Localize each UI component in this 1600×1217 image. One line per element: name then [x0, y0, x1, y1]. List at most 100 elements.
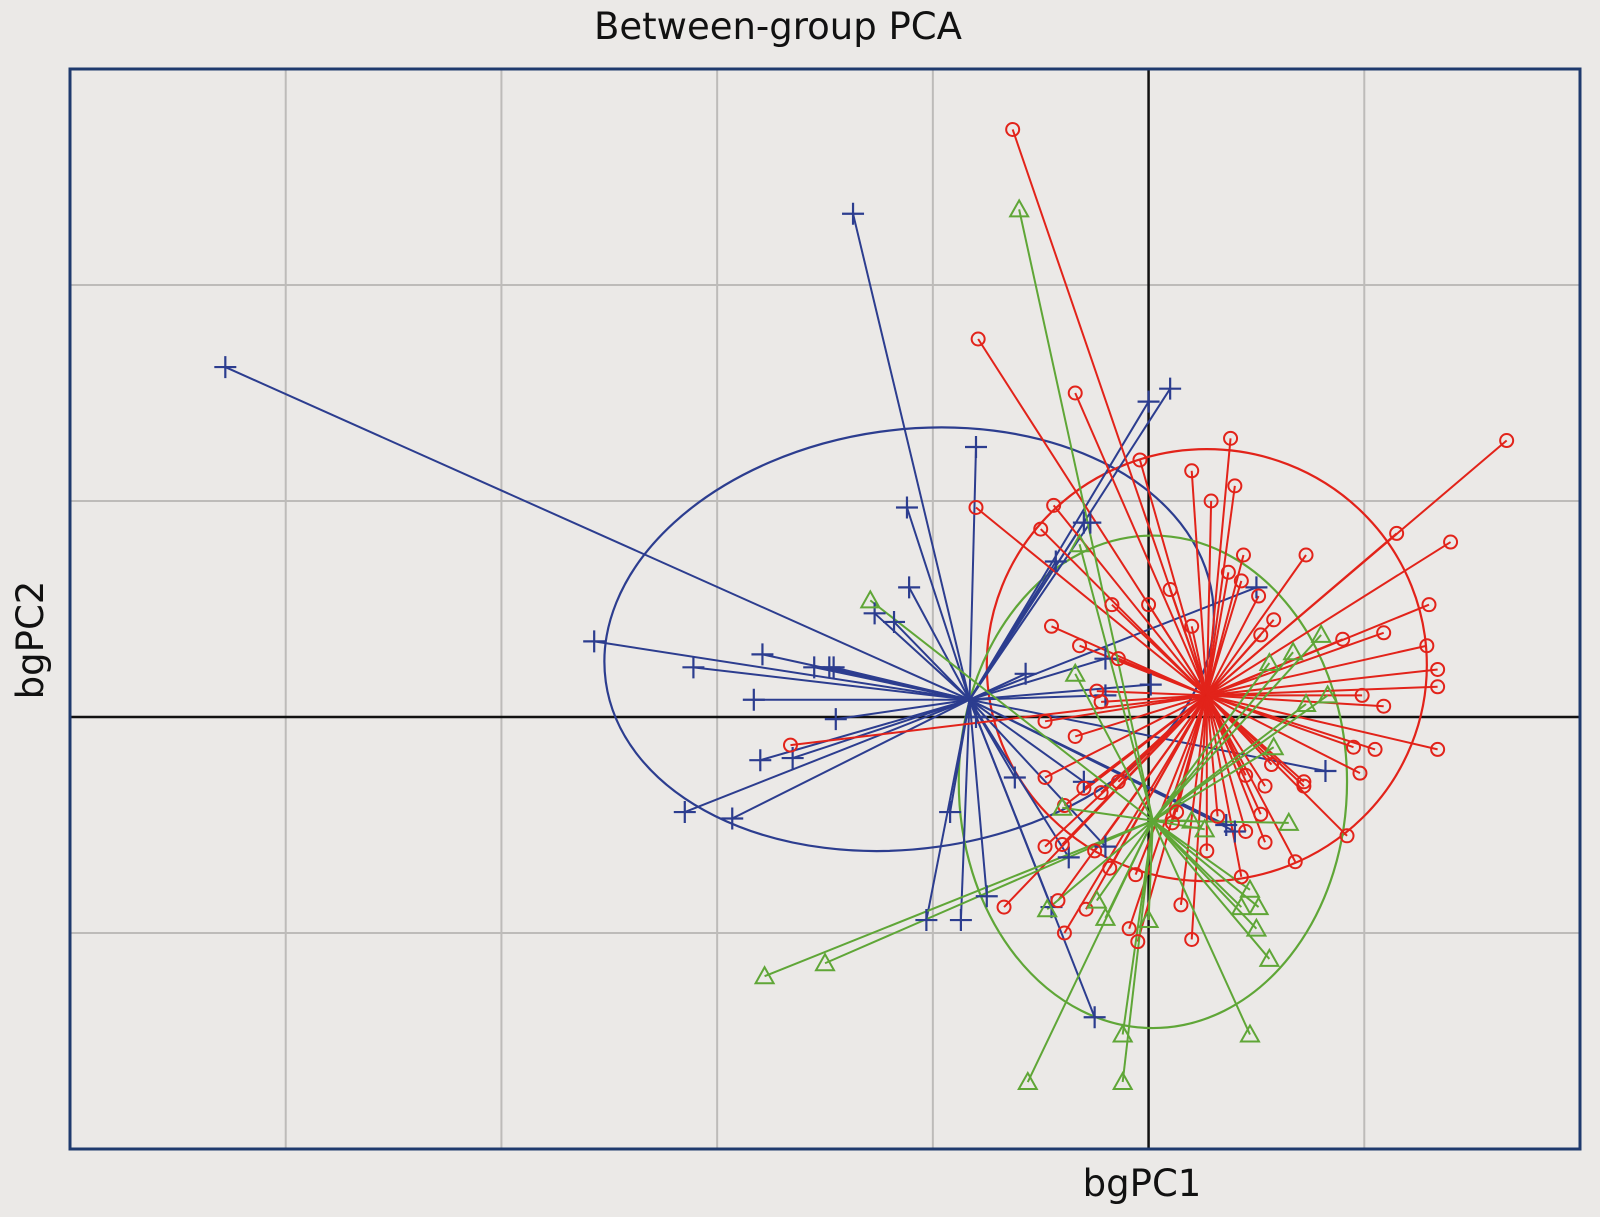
- red-point: [1184, 618, 1200, 634]
- blue-point: [1079, 511, 1102, 534]
- red-point: [1199, 843, 1215, 859]
- red-point: [1376, 698, 1392, 714]
- red-point: [1072, 638, 1088, 654]
- red-point: [1253, 806, 1269, 822]
- red-spoke: [1205, 438, 1232, 696]
- blue-spoke: [835, 698, 970, 721]
- red-point: [1093, 785, 1109, 801]
- green-spoke: [1147, 820, 1154, 921]
- green-spoke: [1046, 819, 1154, 911]
- red-point: [1296, 778, 1312, 794]
- red-point: [1044, 618, 1059, 634]
- red-point: [1184, 463, 1200, 479]
- red-point: [1287, 854, 1303, 870]
- red-point: [1238, 767, 1254, 783]
- blue-point: [742, 688, 765, 711]
- red-spoke: [1206, 694, 1384, 708]
- red-spoke: [1205, 694, 1262, 815]
- blue-point: [883, 610, 906, 633]
- red-point: [1430, 661, 1446, 677]
- red-point: [1078, 901, 1094, 917]
- red-point: [1132, 452, 1148, 468]
- red-spoke: [1111, 603, 1208, 697]
- red-point: [1367, 741, 1383, 757]
- blue-spoke: [968, 699, 1096, 1018]
- blue-point: [1314, 760, 1337, 782]
- red-spoke: [1101, 694, 1207, 703]
- blue-spoke: [908, 586, 971, 701]
- green-spoke: [1074, 673, 1154, 822]
- red-point: [1037, 713, 1053, 729]
- green-point: [1239, 1023, 1261, 1043]
- green-spoke: [1121, 820, 1154, 1083]
- green-point: [1247, 896, 1270, 916]
- blue-spoke: [968, 446, 977, 700]
- red-point: [1067, 728, 1083, 744]
- blue-point: [1083, 1006, 1106, 1029]
- red-point: [1087, 843, 1103, 859]
- blue-spoke: [792, 698, 970, 759]
- green-point: [1064, 662, 1086, 682]
- green-point: [1181, 809, 1203, 829]
- red-point: [1050, 893, 1066, 909]
- blue-point: [965, 436, 987, 458]
- blue-point: [1014, 662, 1037, 685]
- blue-spoke: [969, 698, 1236, 833]
- blue-spoke: [731, 698, 970, 820]
- green-point: [1051, 796, 1073, 816]
- blue-point: [975, 885, 998, 908]
- green-spoke: [1062, 806, 1154, 822]
- red-point: [1210, 808, 1226, 824]
- blue-spoke: [969, 683, 1151, 701]
- red-ellipse: [985, 448, 1428, 883]
- red-point: [1046, 497, 1062, 513]
- red-spoke: [1206, 668, 1438, 697]
- blue-spoke: [684, 698, 970, 813]
- blue-spoke: [969, 657, 1106, 701]
- blue-point: [898, 576, 921, 599]
- blue-spoke: [693, 666, 970, 701]
- blue-point: [939, 801, 962, 824]
- red-point: [1037, 839, 1053, 855]
- green-point: [1086, 889, 1108, 909]
- blue-point: [842, 202, 865, 225]
- red-point: [1298, 547, 1314, 563]
- red-point: [1184, 931, 1200, 947]
- blue-point: [682, 656, 705, 679]
- red-point: [1130, 934, 1146, 950]
- green-spoke: [1152, 694, 1329, 822]
- red-point: [1421, 597, 1437, 613]
- red-spoke: [1205, 695, 1247, 832]
- red-point: [1227, 478, 1243, 494]
- green-point: [1245, 917, 1268, 937]
- red-point: [1352, 765, 1368, 781]
- red-point: [1296, 774, 1312, 790]
- red-spoke: [1134, 695, 1208, 876]
- blue-spoke: [969, 694, 1106, 701]
- green-point: [1068, 533, 1091, 553]
- red-spoke: [1044, 694, 1207, 723]
- blue-point: [1223, 820, 1246, 843]
- green-point: [1262, 736, 1285, 756]
- red-spoke: [1138, 459, 1208, 696]
- plot-background: [70, 69, 1580, 1149]
- red-point: [1354, 687, 1370, 703]
- red-spoke: [1147, 604, 1208, 696]
- red-point: [1141, 597, 1157, 613]
- red-point: [1251, 588, 1267, 604]
- blue-point: [1057, 846, 1080, 869]
- green-spoke: [1152, 746, 1275, 822]
- blue-point: [214, 356, 237, 379]
- green-point: [814, 952, 836, 972]
- green-spoke: [764, 819, 1154, 978]
- red-point: [1376, 625, 1392, 641]
- red-point: [1104, 597, 1120, 613]
- blue-spoke: [852, 213, 971, 700]
- green-spoke: [1152, 651, 1294, 822]
- red-point: [1430, 741, 1446, 757]
- green-point: [1008, 198, 1030, 218]
- green-point: [1111, 1023, 1134, 1043]
- blue-point: [673, 801, 696, 824]
- green-spoke: [1151, 820, 1251, 1035]
